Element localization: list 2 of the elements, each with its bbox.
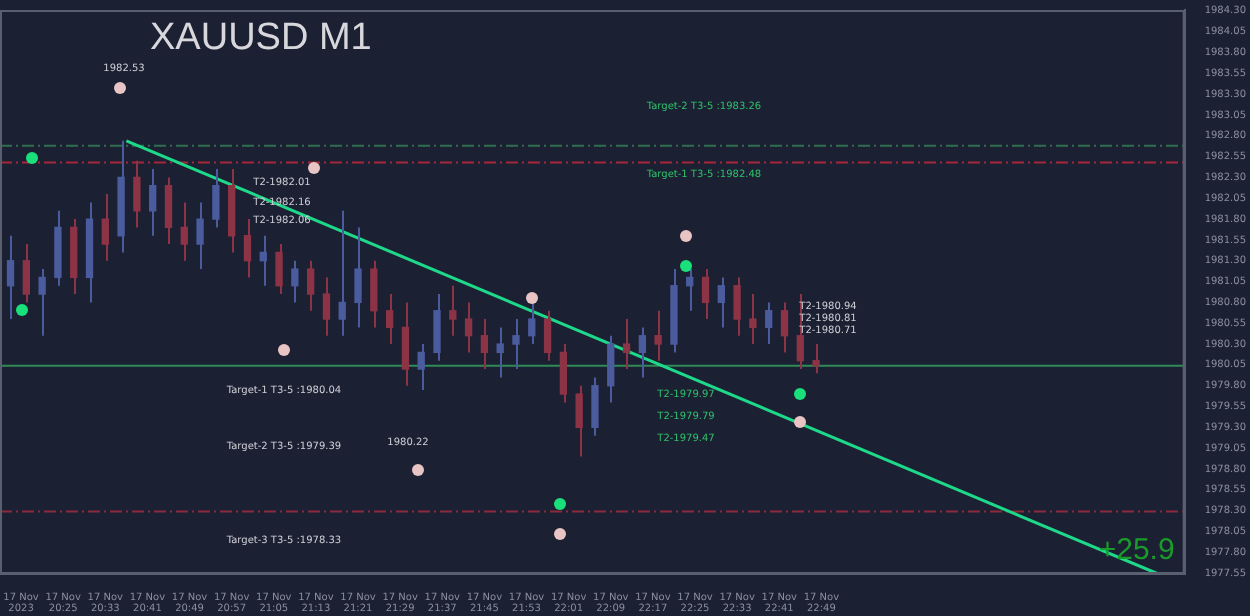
chart-title: XAUUSD M1 bbox=[150, 17, 372, 60]
annotation: +25.9 bbox=[1098, 533, 1175, 568]
